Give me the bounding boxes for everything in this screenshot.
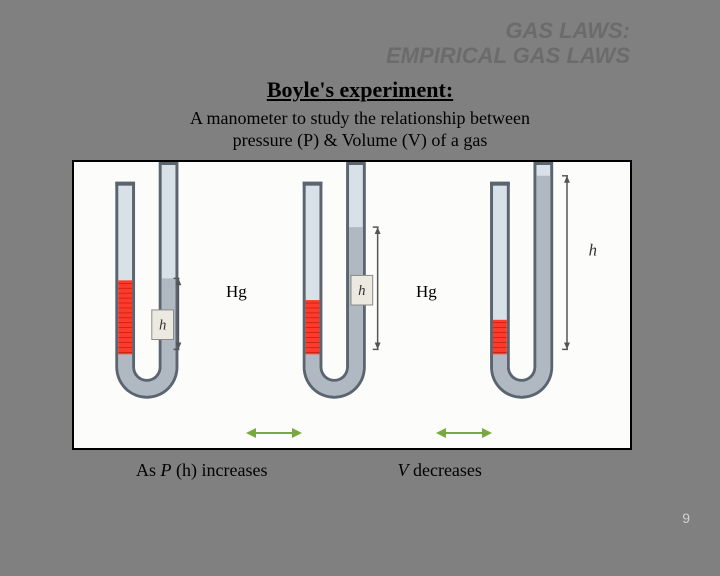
caption-right: V decreases <box>397 460 481 481</box>
manometer-svg: h h h <box>74 162 630 448</box>
title-line-1: GAS LAWS: <box>0 18 630 43</box>
hg-label-2: Hg <box>416 282 437 302</box>
svg-text:h: h <box>589 241 597 260</box>
slide-title: GAS LAWS: EMPIRICAL GAS LAWS <box>0 0 720 69</box>
caption-left: As P (h) increases <box>136 460 267 481</box>
subtitle: Boyle's experiment: <box>0 77 720 103</box>
bottom-caption: As P (h) increases V decreases <box>72 460 632 481</box>
page-number: 9 <box>682 510 690 526</box>
hg-arrow-2 <box>436 290 492 576</box>
title-line-2: EMPIRICAL GAS LAWS <box>0 43 630 68</box>
description: A manometer to study the relationship be… <box>0 107 720 152</box>
desc-line-2: pressure (P) & Volume (V) of a gas <box>0 129 720 152</box>
hg-arrow-1 <box>246 290 302 576</box>
svg-text:h: h <box>358 283 365 299</box>
svg-text:h: h <box>159 318 166 334</box>
hg-label-1: Hg <box>226 282 247 302</box>
manometer-diagram: h h h Hg Hg <box>72 160 632 450</box>
desc-line-1: A manometer to study the relationship be… <box>0 107 720 130</box>
